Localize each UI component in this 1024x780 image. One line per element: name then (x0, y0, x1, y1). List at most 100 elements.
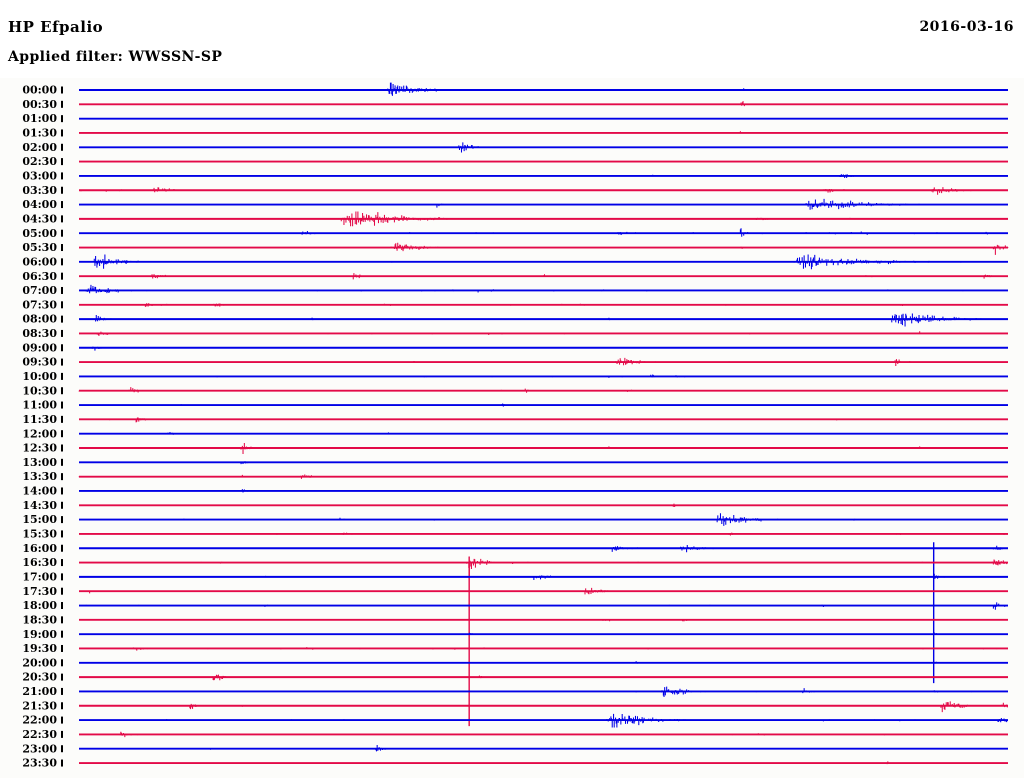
record-date: 2016-03-16 (919, 19, 1014, 35)
seismic-trace (80, 187, 972, 195)
time-tick-label: 17:30 (22, 585, 57, 598)
seismic-trace (146, 403, 509, 407)
seismic-trace (81, 731, 937, 738)
time-tick-label: 04:00 (22, 198, 57, 211)
time-tick-label: 12:00 (22, 427, 57, 440)
seismic-trace (87, 587, 611, 595)
time-tick-label: 00:00 (22, 84, 57, 97)
time-tick-label: 20:30 (22, 671, 57, 684)
time-tick-label: 17:00 (22, 570, 57, 583)
time-tick-label: 10:00 (22, 370, 57, 383)
seismic-trace (436, 198, 939, 210)
time-tick-label: 18:30 (22, 613, 57, 626)
time-tick-label: 13:30 (22, 470, 57, 483)
seismic-trace (93, 313, 994, 327)
time-tick-label: 22:30 (22, 728, 57, 741)
seismic-trace (143, 674, 716, 681)
page-title: HP Efpalio (8, 18, 104, 36)
time-tick-label: 11:30 (22, 413, 57, 426)
time-tick-label: 10:30 (22, 384, 57, 397)
seismic-trace (79, 701, 1008, 713)
time-tick-label: 07:30 (22, 298, 57, 311)
time-tick-label: 15:30 (22, 528, 57, 541)
time-tick-label: 15:00 (22, 513, 57, 526)
time-tick-label: 04:30 (22, 212, 57, 225)
time-tick-label: 23:00 (22, 742, 57, 755)
seismic-trace (350, 545, 1004, 553)
time-tick-label: 23:30 (22, 757, 57, 770)
seismic-trace (85, 228, 1008, 237)
time-tick-label: 09:30 (22, 356, 57, 369)
seismic-trace (346, 632, 941, 635)
time-tick-label: 19:00 (22, 628, 57, 641)
seismic-trace (390, 242, 1009, 255)
time-tick-label: 21:30 (22, 699, 57, 712)
time-tick-label: 01:30 (22, 127, 57, 140)
time-tick-label: 09:00 (22, 341, 57, 354)
time-tick-label: 20:00 (22, 656, 57, 669)
seismic-trace (240, 489, 731, 493)
seismic-trace (111, 713, 1008, 728)
time-tick-label: 18:00 (22, 599, 57, 612)
time-tick-label: 16:00 (22, 542, 57, 555)
time-tick-label: 11:00 (22, 399, 57, 412)
seismic-trace (132, 686, 973, 697)
time-tick-label: 07:00 (22, 284, 57, 297)
seismic-trace (602, 618, 691, 622)
time-tick-label: 16:30 (22, 556, 57, 569)
seismic-trace (91, 346, 555, 351)
seismic-trace (886, 761, 893, 765)
seismic-trace (126, 374, 735, 378)
seismic-trace (239, 443, 923, 455)
seismic-trace (208, 744, 455, 752)
time-tick-label: 03:30 (22, 184, 57, 197)
seismic-trace (85, 602, 1008, 610)
seismic-trace (85, 284, 1007, 294)
time-tick-label: 02:00 (22, 141, 57, 154)
time-tick-label: 01:00 (22, 112, 57, 125)
seismic-trace (96, 331, 1002, 336)
seismic-trace (118, 513, 947, 526)
seismic-trace (93, 254, 1003, 270)
seismic-trace (151, 273, 1000, 280)
time-tick-label: 13:00 (22, 456, 57, 469)
seismic-trace (739, 101, 749, 107)
seismic-trace (635, 660, 937, 664)
seismic-trace (79, 532, 1005, 536)
time-tick-label: 03:00 (22, 170, 57, 183)
seismic-trace (78, 387, 947, 393)
seismic-trace (240, 461, 464, 465)
time-tick-label: 14:00 (22, 485, 57, 498)
time-tick-label: 00:30 (22, 98, 57, 111)
seismic-trace (166, 432, 953, 435)
seismic-trace (148, 142, 747, 153)
time-tick-label: 22:00 (22, 714, 57, 727)
time-tick-label: 12:30 (22, 442, 57, 455)
time-tick-label: 21:00 (22, 685, 57, 698)
time-tick-label: 06:30 (22, 270, 57, 283)
time-tick-label: 08:00 (22, 313, 57, 326)
seismic-trace (672, 503, 889, 508)
seismic-trace (120, 558, 1008, 570)
seismic-trace (340, 211, 853, 227)
seismic-trace (93, 417, 963, 423)
seismic-trace (739, 131, 743, 134)
time-tick-label: 19:30 (22, 642, 57, 655)
time-tick-label: 02:30 (22, 155, 57, 168)
seismic-trace (740, 160, 743, 163)
seismic-trace (651, 174, 861, 178)
seismogram-plot: 00:00 00:30 01:00 01:30 02:00 02:30 03:00 03:30… (0, 78, 1024, 778)
time-tick-label: 05:30 (22, 241, 57, 254)
seismic-trace (385, 82, 748, 96)
time-tick-label: 05:00 (22, 227, 57, 240)
time-tick-label: 14:30 (22, 499, 57, 512)
time-tick-label: 06:00 (22, 255, 57, 268)
time-tick-label: 08:30 (22, 327, 57, 340)
seismic-trace (141, 303, 1002, 307)
seismic-trace (78, 474, 1000, 479)
applied-filter-label: Applied filter: WWSSN-SP (8, 49, 223, 65)
seismic-trace (162, 357, 996, 366)
seismic-trace (264, 573, 951, 580)
